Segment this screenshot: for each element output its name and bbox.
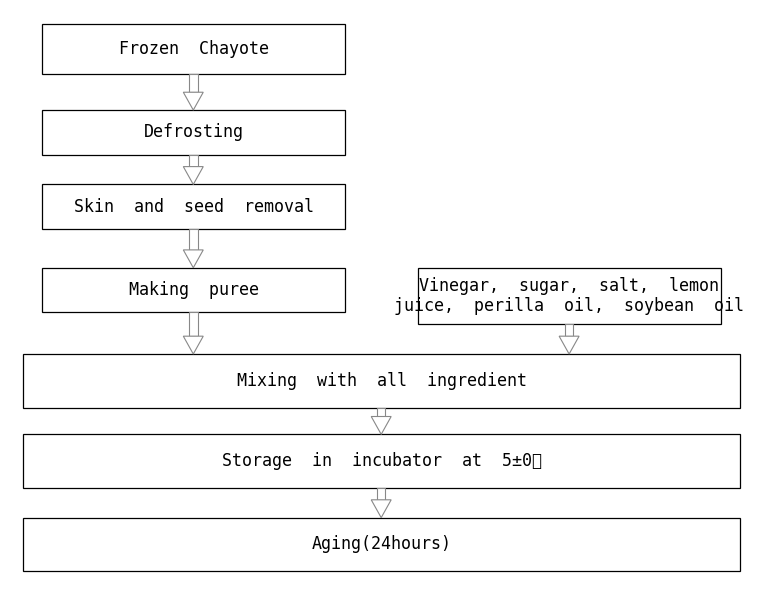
Bar (189, 155, 198, 167)
Text: Aging(24hours): Aging(24hours) (311, 536, 452, 553)
Polygon shape (183, 167, 203, 184)
Polygon shape (183, 92, 203, 110)
Bar (42, 24, 345, 74)
Text: Making  puree: Making puree (129, 281, 258, 299)
Text: Mixing  with  all  ingredient: Mixing with all ingredient (236, 372, 527, 390)
Bar (23, 354, 740, 408)
Text: Defrosting: Defrosting (143, 123, 244, 142)
Text: Vinegar,  sugar,  salt,  lemon
juice,  perilla  oil,  soybean  oil: Vinegar, sugar, salt, lemon juice, peril… (394, 277, 745, 315)
Text: Storage  in  incubator  at  5±0℃: Storage in incubator at 5±0℃ (222, 452, 542, 470)
Polygon shape (371, 416, 391, 434)
Bar (189, 312, 198, 336)
Polygon shape (183, 336, 203, 354)
Bar (42, 184, 345, 229)
Polygon shape (559, 336, 579, 354)
Bar (42, 268, 345, 312)
Bar (189, 74, 198, 92)
Bar (377, 488, 385, 500)
Bar (23, 518, 740, 571)
Bar (23, 434, 740, 488)
Polygon shape (371, 500, 391, 518)
Bar (565, 324, 574, 336)
Bar (418, 268, 721, 324)
Text: Frozen  Chayote: Frozen Chayote (119, 40, 268, 58)
Polygon shape (183, 250, 203, 268)
Bar (42, 110, 345, 155)
Bar (377, 408, 385, 416)
Text: Skin  and  seed  removal: Skin and seed removal (74, 198, 314, 216)
Bar (189, 229, 198, 250)
